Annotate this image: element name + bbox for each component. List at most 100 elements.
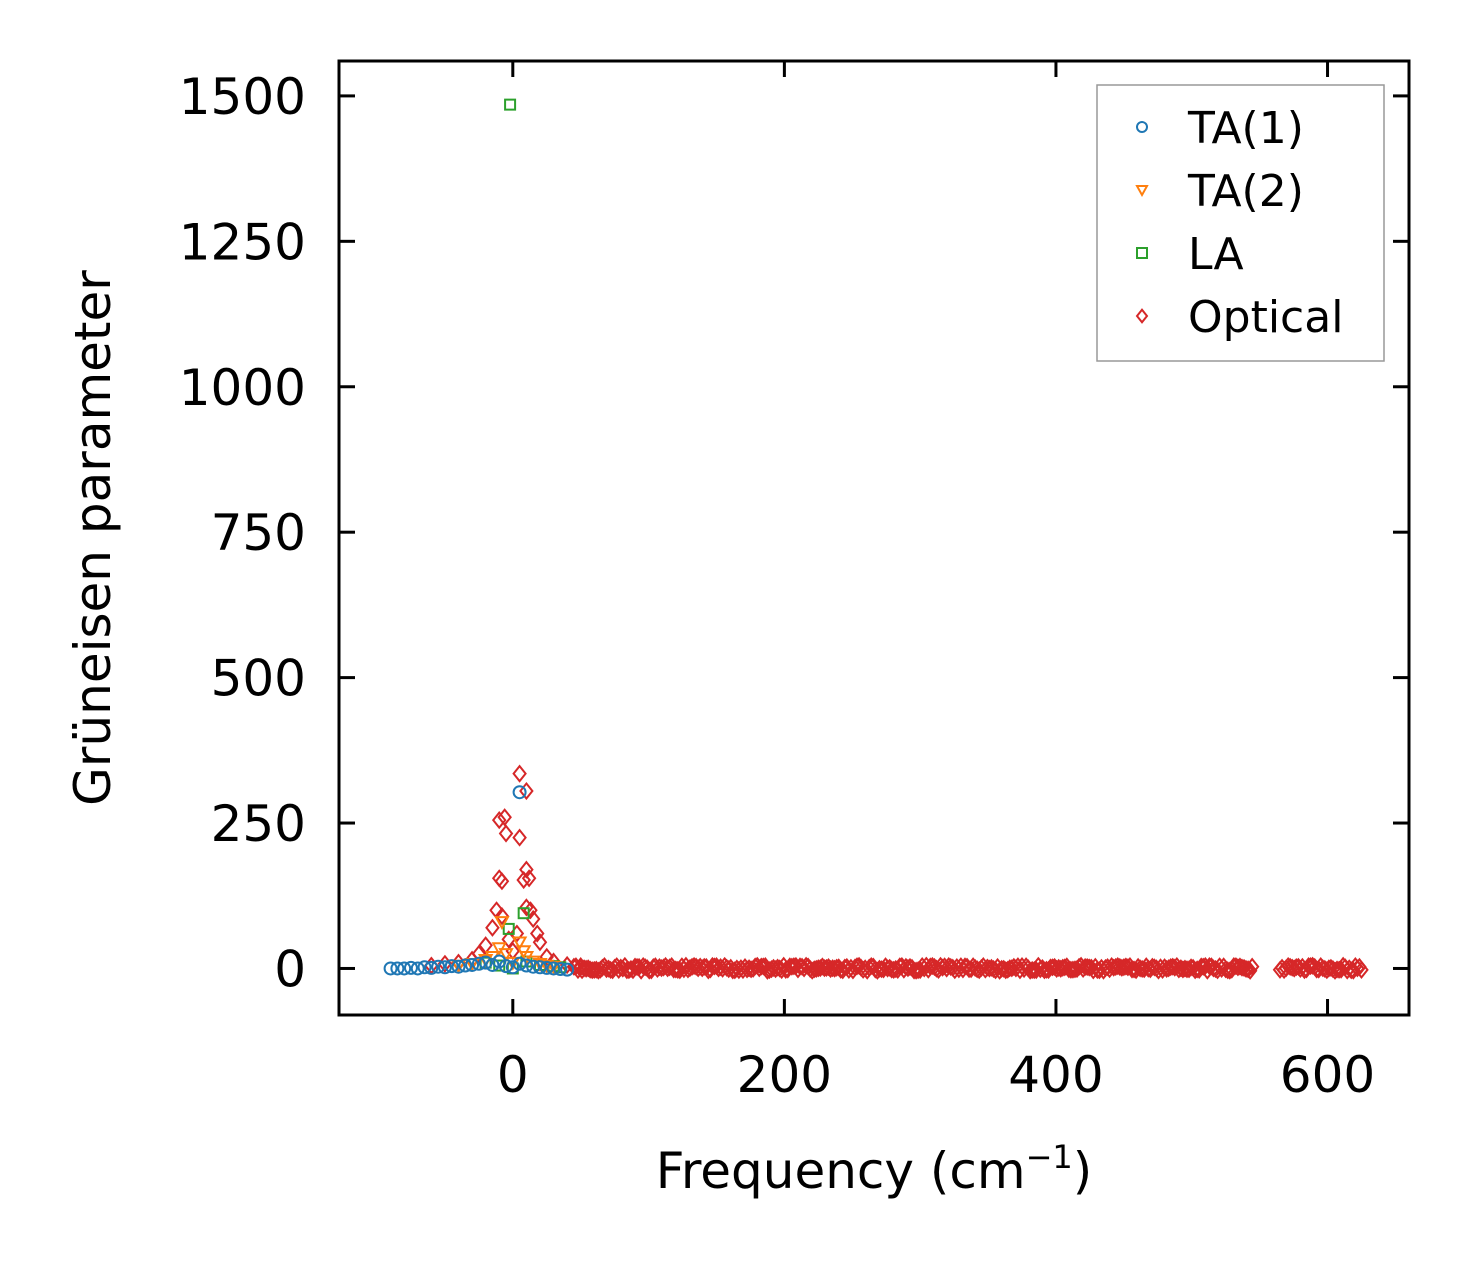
legend-marker-optical — [1135, 308, 1149, 324]
optical-band-point — [782, 957, 798, 976]
x-axis-label: Frequency (cm−1) — [656, 1138, 1093, 1200]
ta-1-point — [512, 956, 527, 971]
optical-point — [539, 947, 555, 966]
optical-band-point — [1039, 960, 1054, 979]
optical-band-point — [1230, 958, 1246, 977]
x-tick-label: 400 — [1008, 1046, 1103, 1104]
y-tick-label: 750 — [211, 504, 306, 562]
optical-point — [519, 898, 534, 917]
optical-band-point — [892, 957, 908, 976]
optical-band-point — [1012, 961, 1028, 980]
ta-1-point — [390, 961, 405, 976]
optical-band-point — [770, 958, 785, 977]
optical-band-point — [1045, 958, 1060, 977]
optical-band-point — [1002, 959, 1018, 978]
ta-1-point — [539, 960, 554, 975]
optical-point — [494, 872, 510, 891]
x-tick-label: 600 — [1280, 1046, 1375, 1104]
optical-point — [478, 936, 493, 955]
y-tick-label: 250 — [211, 795, 306, 853]
ticks-layer: 0 200 400 600 0 250 500 750 1000 1250 1500 — [179, 61, 1409, 1104]
x-axis-label-superscript: −1 — [1026, 1138, 1073, 1176]
legend-label-la: LA — [1188, 229, 1244, 280]
optical-point — [516, 870, 531, 890]
optical-band-point — [1077, 957, 1093, 977]
ta-1-point — [458, 958, 473, 973]
optical-band-point — [754, 957, 769, 976]
ta-1-point — [451, 959, 466, 974]
optical-band-point — [1147, 958, 1162, 977]
optical-point — [529, 924, 545, 943]
y-tick-label: 1000 — [179, 359, 306, 417]
ta-1-point — [560, 962, 575, 977]
legend-items: TA(1) TA(2) LA Optical — [1135, 103, 1343, 343]
x-tick-label: 0 — [497, 1046, 529, 1104]
ta-1-point — [417, 960, 432, 975]
ta-1-point — [403, 960, 418, 975]
optical-point — [521, 869, 537, 888]
optical-band-point — [1163, 958, 1178, 977]
optical-band-point — [1026, 961, 1042, 980]
y-tick-label: 0 — [274, 940, 306, 998]
optical-point — [532, 933, 548, 952]
optical-band-point — [686, 956, 702, 976]
optical-band-point — [908, 961, 924, 980]
optical-band-point — [1198, 956, 1213, 976]
optical-band-point — [1081, 958, 1097, 977]
la-point — [502, 922, 515, 935]
optical-point — [498, 824, 514, 843]
optical-band-point — [1063, 960, 1079, 979]
legend-label-ta-2: TA(2) — [1187, 166, 1304, 217]
la-point — [517, 907, 530, 920]
x-tick-label: 200 — [737, 1046, 832, 1104]
optical-band-point — [1242, 961, 1258, 980]
ta-2-point — [494, 916, 510, 930]
ta-1-point — [431, 959, 446, 974]
x-axis-label-suffix: ) — [1073, 1142, 1093, 1200]
la-point — [504, 98, 517, 111]
optical-point — [573, 957, 588, 976]
optical-point — [512, 764, 527, 783]
ta-2-point — [511, 936, 528, 951]
legend-marker-ta-1 — [1136, 121, 1148, 133]
ta-1-point — [478, 955, 493, 970]
optical-band-point — [1226, 957, 1242, 976]
ta-1-point — [424, 960, 439, 975]
ta-1-point — [437, 960, 452, 975]
ta-2-point — [498, 948, 514, 962]
optical-band-point — [725, 961, 741, 980]
ta-1-point — [465, 957, 480, 972]
ta-1-point — [383, 961, 398, 976]
y-tick-label: 1250 — [179, 213, 306, 271]
ta-1-point — [410, 961, 425, 976]
optical-point — [485, 918, 500, 937]
legend-marker-ta-2 — [1135, 185, 1149, 198]
optical-point — [519, 781, 534, 801]
points-layer — [383, 98, 588, 977]
optical-point — [494, 907, 510, 926]
legend-marker-la — [1136, 247, 1148, 259]
optical-point — [497, 808, 512, 827]
ta-1-point — [505, 960, 520, 975]
y-tick-label: 1500 — [179, 68, 306, 126]
optical-band-point — [825, 959, 840, 978]
ta-1-point — [499, 959, 514, 974]
optical-band-layer — [566, 956, 1369, 980]
legend: TA(1) TA(2) LA Optical — [1096, 84, 1385, 362]
ta-1-point — [519, 958, 534, 973]
ta-1-point — [553, 962, 568, 977]
ta-1-point — [397, 961, 412, 976]
optical-point — [512, 828, 527, 847]
y-tick-label: 500 — [211, 650, 306, 708]
optical-band-point — [798, 956, 814, 975]
optical-band-point — [943, 957, 959, 977]
legend-label-ta-1: TA(1) — [1187, 103, 1304, 154]
optical-band-point — [707, 957, 722, 976]
optical-band-point — [1289, 958, 1304, 977]
optical-band-point — [1354, 960, 1369, 980]
ta-1-point — [546, 961, 561, 976]
ta-1-point — [471, 956, 486, 971]
optical-band-point — [1238, 959, 1254, 979]
y-axis-label: Grüneisen parameter — [64, 270, 122, 806]
